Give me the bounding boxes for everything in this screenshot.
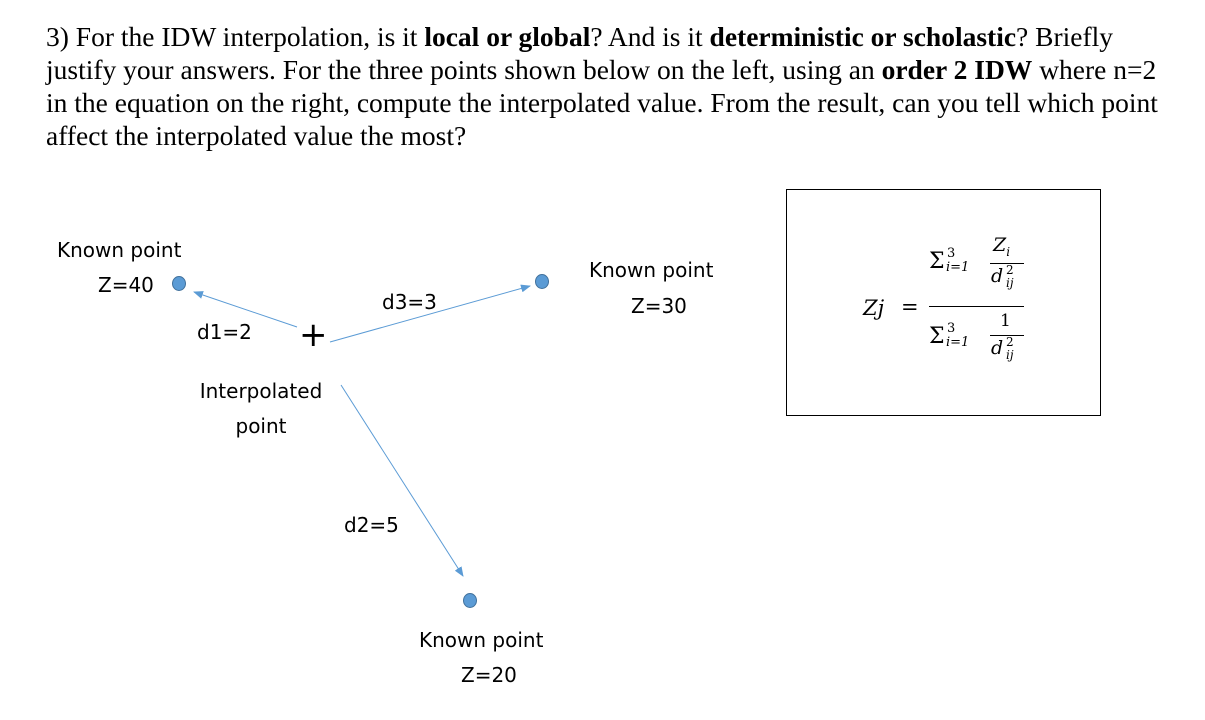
- numerator-dij-sub: ij: [1006, 276, 1014, 290]
- known-point-1-marker: [172, 276, 186, 291]
- numerator-dij: d: [991, 265, 1004, 287]
- known-point-2-label: Known point: [589, 258, 714, 282]
- interpolated-point-marker: +: [299, 315, 328, 355]
- interpolated-point-label-1: Interpolated: [199, 379, 323, 403]
- known-point-2-value: Z=30: [631, 294, 687, 318]
- numerator-inner-bar: [990, 263, 1024, 265]
- known-point-3-marker: [463, 593, 477, 608]
- arrow-d1: [193, 291, 298, 328]
- numerator-sigma: Σ: [929, 249, 945, 274]
- interpolated-point-label-2: point: [235, 414, 287, 438]
- denominator-one: 1: [1000, 311, 1011, 331]
- numerator-upper: 3: [947, 246, 956, 261]
- distance-d2-label: d2=5: [344, 513, 399, 537]
- arrow-d2: [340, 384, 464, 577]
- arrow-d3: [329, 284, 531, 343]
- numerator-zi: Zi: [993, 234, 1011, 259]
- main-fraction-bar: [929, 306, 1024, 308]
- idw-formula-box: [786, 189, 1101, 416]
- known-point-3-value: Z=20: [461, 663, 517, 687]
- numerator-lower: i=1: [946, 260, 970, 275]
- distance-d1-label: d1=2: [197, 320, 252, 344]
- denominator-upper: 3: [947, 321, 956, 336]
- denominator-dij: d: [991, 337, 1004, 359]
- denominator-inner-bar: [990, 335, 1024, 337]
- known-point-1-label: Known point: [57, 238, 182, 262]
- known-point-2-marker: [535, 274, 549, 289]
- formula-lhs: Zj: [863, 296, 885, 320]
- known-point-1-value: Z=40: [98, 273, 154, 297]
- denominator-dij-sup: 2: [1006, 335, 1014, 349]
- distance-d3-label: d3=3: [382, 290, 437, 314]
- numerator-dij-sup: 2: [1006, 263, 1014, 277]
- known-point-3-label: Known point: [419, 628, 544, 652]
- denominator-sigma: Σ: [929, 324, 945, 349]
- question-text: 3) For the IDW interpolation, is it loca…: [46, 21, 1158, 151]
- denominator-dij-sub: ij: [1006, 348, 1014, 362]
- denominator-lower: i=1: [946, 335, 970, 350]
- formula-equals: =: [901, 295, 919, 319]
